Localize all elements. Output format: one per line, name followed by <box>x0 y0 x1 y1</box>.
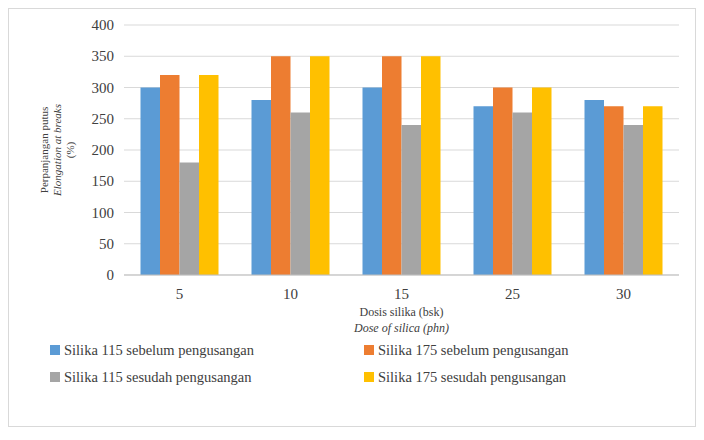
bar <box>382 56 402 275</box>
bar <box>474 106 494 275</box>
legend-label: Silika 175 sesudah pengusangan <box>378 369 567 385</box>
y-tick-label: 350 <box>92 48 115 64</box>
legend-swatch <box>364 372 374 382</box>
x-tick-label: 25 <box>505 286 520 302</box>
bar <box>493 88 513 276</box>
legend-label: Silika 115 sebelum pengusangan <box>64 342 255 358</box>
x-tick-label: 5 <box>176 286 184 302</box>
y-tick-label: 250 <box>92 111 115 127</box>
y-tick-label: 50 <box>99 236 114 252</box>
legend-swatch <box>50 372 60 382</box>
grid-line <box>124 25 679 26</box>
bar <box>585 100 605 275</box>
x-tick-label: 10 <box>283 286 298 302</box>
bar <box>141 88 161 276</box>
legend-label: Silika 115 sesudah pengusangan <box>64 369 252 385</box>
x-axis-label: Dosis silika (bsk) <box>360 305 444 319</box>
y-tick-label: 400 <box>92 17 115 33</box>
y-tick-label: 200 <box>92 142 115 158</box>
chart: 0 50 100 150 200 250 300 350 400 5 10 15 25 30 Dosis s… <box>0 0 704 440</box>
x-axis <box>124 275 679 276</box>
y-tick-label: 150 <box>92 173 115 189</box>
bar <box>271 56 291 275</box>
bar <box>643 106 663 275</box>
x-axis-label: Dose of silica (phn) <box>353 321 449 335</box>
bar <box>513 113 533 276</box>
y-tick-label: 0 <box>107 267 115 283</box>
y-tick-label: 300 <box>92 80 115 96</box>
legend-swatch <box>50 345 60 355</box>
y-axis-label: (%) <box>64 141 77 158</box>
y-tick-label: 100 <box>92 205 115 221</box>
bar <box>402 125 422 275</box>
bar <box>363 88 383 276</box>
bar <box>624 125 644 275</box>
bar <box>199 75 219 275</box>
grid-line <box>124 275 679 276</box>
bar <box>160 75 180 275</box>
bar <box>180 163 200 276</box>
bar <box>532 88 552 276</box>
bar <box>421 56 441 275</box>
frame <box>9 9 696 427</box>
bar <box>291 113 311 276</box>
legend-swatch <box>364 345 374 355</box>
y-axis-label: Perpanjangan putus <box>38 107 50 193</box>
x-tick-label: 15 <box>394 286 409 302</box>
bars <box>141 56 663 275</box>
y-axis-label: Elongation at breaks <box>51 104 63 197</box>
legend-label: Silika 175 sebelum pengusangan <box>378 342 569 358</box>
bar <box>310 56 330 275</box>
bar <box>604 106 624 275</box>
bar <box>252 100 272 275</box>
x-tick-label: 30 <box>616 286 631 302</box>
